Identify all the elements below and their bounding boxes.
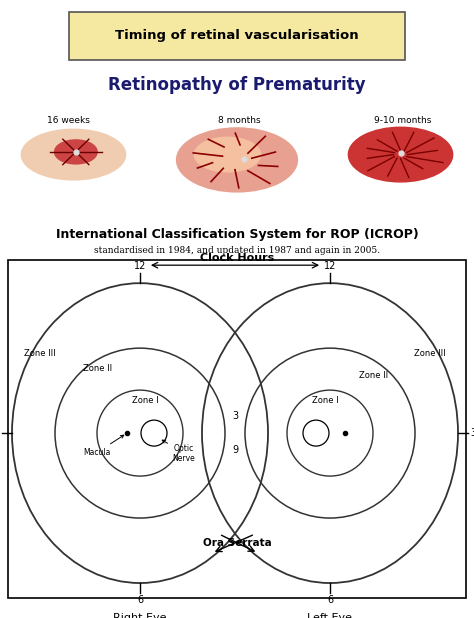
Text: 3: 3 [470, 428, 474, 438]
Text: Timing of retinal vascularisation: Timing of retinal vascularisation [115, 30, 359, 43]
Text: Macula: Macula [83, 435, 124, 457]
Text: 9-10 months: 9-10 months [374, 116, 432, 125]
Circle shape [55, 140, 97, 164]
FancyBboxPatch shape [69, 12, 405, 60]
Text: 6: 6 [327, 595, 333, 605]
Text: Optic
Nerve: Optic Nerve [162, 440, 195, 463]
Text: 6: 6 [137, 595, 143, 605]
Text: Zone I: Zone I [312, 396, 338, 405]
Text: 8 months: 8 months [218, 116, 261, 125]
Bar [8, 260, 466, 598]
Text: Zone III: Zone III [24, 349, 56, 358]
Text: Zone II: Zone II [359, 371, 389, 379]
Text: 9: 9 [232, 445, 238, 455]
Ellipse shape [176, 128, 298, 192]
Text: Ora Serrata: Ora Serrata [202, 538, 272, 548]
Text: 16 weeks: 16 weeks [47, 116, 90, 125]
Text: Zone III: Zone III [414, 349, 446, 358]
Text: Clock Hours: Clock Hours [200, 253, 274, 263]
Text: International Classification System for ROP (ICROP): International Classification System for … [55, 228, 419, 241]
Text: 12: 12 [324, 261, 336, 271]
Text: standardised in 1984, and updated in 1987 and again in 2005.: standardised in 1984, and updated in 198… [94, 246, 380, 255]
Text: 3: 3 [232, 411, 238, 421]
Ellipse shape [348, 127, 453, 182]
Text: Zone II: Zone II [83, 363, 112, 373]
Text: 12: 12 [134, 261, 146, 271]
Ellipse shape [194, 137, 261, 172]
Text: Retinopathy of Prematurity: Retinopathy of Prematurity [108, 76, 366, 95]
Text: Right Eye: Right Eye [113, 613, 167, 618]
Ellipse shape [21, 129, 126, 180]
Text: Left Eye: Left Eye [308, 613, 353, 618]
Text: Zone I: Zone I [132, 396, 158, 405]
